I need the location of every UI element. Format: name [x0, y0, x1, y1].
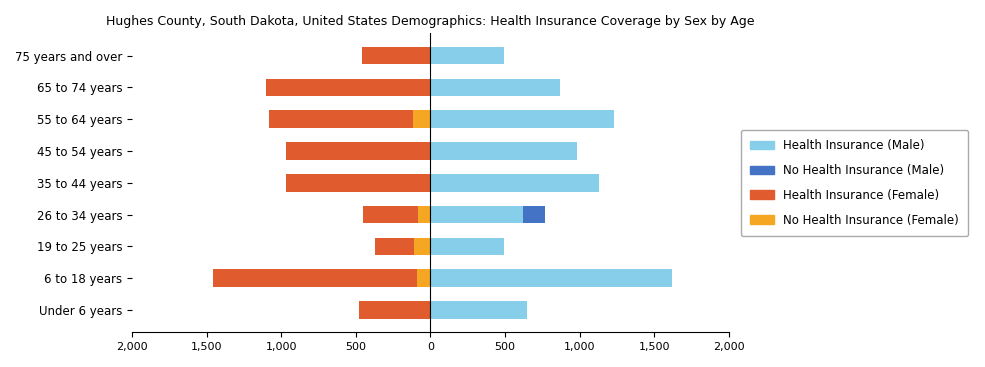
Bar — [213, 269, 417, 287]
Bar — [430, 206, 523, 224]
Bar — [430, 142, 576, 160]
Bar — [286, 142, 430, 160]
Bar — [286, 174, 430, 192]
Title: Hughes County, South Dakota, United States Demographics: Health Insurance Covera: Hughes County, South Dakota, United Stat… — [106, 15, 755, 28]
Bar — [413, 110, 430, 128]
Bar — [430, 47, 503, 64]
Bar — [269, 110, 413, 128]
Bar — [430, 79, 560, 96]
Bar — [430, 110, 614, 128]
Bar — [361, 47, 430, 64]
Bar — [419, 206, 430, 224]
Bar — [417, 269, 430, 287]
Bar — [430, 238, 503, 255]
Bar — [359, 301, 430, 319]
Bar — [266, 79, 430, 96]
Bar — [430, 174, 599, 192]
Bar — [363, 206, 419, 224]
Bar — [523, 206, 546, 224]
Bar — [375, 238, 414, 255]
Bar — [414, 238, 430, 255]
Legend: Health Insurance (Male), No Health Insurance (Male), Health Insurance (Female), : Health Insurance (Male), No Health Insur… — [741, 130, 968, 236]
Bar — [430, 301, 527, 319]
Bar — [430, 269, 672, 287]
